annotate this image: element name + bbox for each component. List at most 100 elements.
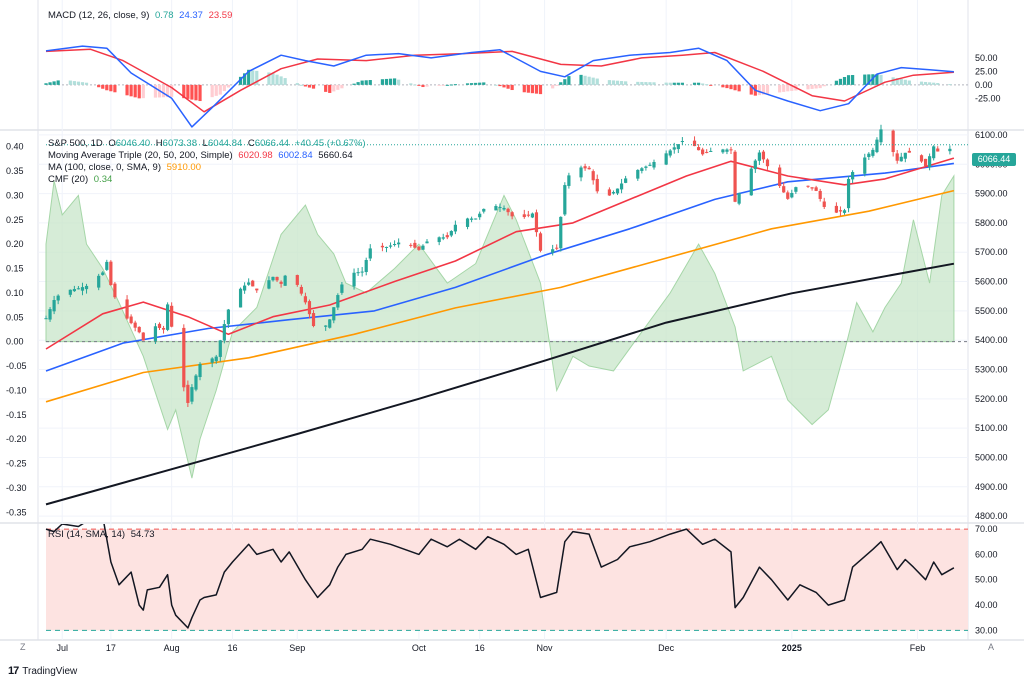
macd-histogram-bar: [113, 84, 117, 93]
price-tick-label: 4900.00: [975, 482, 1008, 492]
macd-histogram-bar: [709, 84, 713, 86]
cmf-name[interactable]: CMF (20): [48, 174, 89, 185]
macd-legend-hist: 0.78: [155, 10, 174, 21]
macd-histogram-bar: [563, 79, 567, 85]
macd-histogram-bar: [388, 78, 393, 85]
cmf-tick-label: -0.30: [6, 483, 27, 493]
macd-histogram-bar: [721, 84, 725, 88]
macd-histogram-bar: [226, 84, 230, 88]
candle-body: [226, 309, 230, 325]
macd-histogram-bar: [303, 84, 308, 87]
candle-body: [834, 205, 838, 213]
candle-body: [417, 246, 421, 250]
macd-histogram-bar: [186, 84, 190, 99]
macd-line: [45, 45, 954, 128]
macd-histogram-bar: [790, 84, 794, 91]
macd-histogram-bar: [636, 81, 640, 85]
macd-histogram-bar: [311, 84, 316, 89]
candle-body: [668, 150, 672, 156]
cmf-value: 0.34: [93, 174, 113, 185]
macd-histogram-bar: [210, 84, 214, 98]
rsi-legend-name[interactable]: RSI (14, SMA, 14): [48, 529, 126, 540]
cmf-tick-label: 0.05: [6, 312, 24, 322]
zoom-button[interactable]: Z: [20, 642, 26, 652]
macd-histogram-bar: [891, 77, 895, 85]
price-tick-label: 5100.00: [975, 423, 1008, 433]
macd-histogram-bar: [56, 80, 60, 85]
macd-histogram-bar: [932, 82, 936, 85]
candle-body: [109, 261, 113, 286]
macd-pane: [44, 45, 968, 128]
auto-scale-button[interactable]: A: [988, 642, 994, 652]
candle-body: [737, 193, 741, 204]
candle-body: [652, 161, 656, 168]
candle-body: [352, 272, 356, 287]
macd-histogram-bar: [765, 84, 770, 95]
candle-body: [676, 144, 680, 150]
candle-body: [510, 212, 514, 217]
macd-histogram-bar: [676, 82, 680, 85]
macd-histogram-bar: [786, 84, 790, 92]
cmf-tick-label: -0.15: [6, 410, 27, 420]
candle-body: [52, 300, 56, 312]
macd-histogram-bar: [834, 80, 838, 85]
candle-body: [449, 231, 453, 236]
macd-histogram-bar: [652, 82, 656, 85]
macd-histogram-bar: [567, 76, 571, 85]
macd-histogram-bar: [757, 84, 761, 96]
macd-legend-signal: 23.59: [208, 10, 233, 21]
tradingview-brand[interactable]: 17 TradingView: [8, 665, 77, 677]
macd-histogram-bar: [559, 82, 563, 85]
macd-histogram-bar: [437, 84, 441, 86]
tradingview-logo: 17: [8, 665, 19, 677]
candle-body: [644, 166, 648, 168]
candle-body: [198, 363, 202, 378]
mat-name[interactable]: Moving Average Triple (20, 50, 200, Simp…: [48, 150, 233, 161]
candle-body: [255, 288, 259, 291]
candle-body: [482, 208, 486, 212]
x-tick-label: Jul: [56, 643, 68, 653]
change-value: +40.45 (+0.67%): [294, 138, 366, 149]
rsi-tick-label: 60.00: [975, 549, 998, 559]
candle-body: [133, 322, 137, 328]
macd-histogram-bar: [247, 69, 251, 85]
macd-histogram-bar: [818, 84, 822, 89]
macd-histogram-bar: [449, 84, 453, 86]
price-legend-row-ma: MA (100, close, 0, SMA, 9) 5910.00: [48, 162, 369, 174]
macd-histogram-bar: [352, 83, 356, 85]
x-tick-label: Feb: [910, 643, 926, 653]
candle-body: [932, 146, 936, 159]
candle-body: [129, 316, 133, 324]
candle-body: [340, 284, 344, 293]
candle-body: [101, 272, 105, 275]
macd-histogram-bar: [105, 84, 109, 91]
cmf-area-fill: [45, 174, 955, 479]
candle-body: [936, 148, 940, 152]
zoom-label: Z: [20, 642, 26, 652]
symbol-label[interactable]: S&P 500, 1D: [48, 138, 103, 149]
price-legend-row-cmf: CMF (20) 0.34: [48, 174, 369, 186]
price-tick-label: 5000.00: [975, 452, 1008, 462]
candle-body: [56, 295, 60, 301]
candle-body: [182, 327, 186, 388]
ma-name[interactable]: MA (100, close, 0, SMA, 9): [48, 162, 161, 173]
macd-signal-line: [45, 48, 954, 113]
rsi-legend: RSI (14, SMA, 14) 54.73: [48, 529, 158, 541]
macd-histogram-bar: [445, 84, 449, 86]
macd-histogram-bar: [555, 84, 559, 86]
macd-histogram-bar: [842, 77, 847, 85]
candle-body: [421, 245, 425, 250]
candle-body: [190, 387, 194, 402]
macd-histogram-bar: [692, 82, 697, 85]
macd-histogram-bar: [879, 74, 883, 85]
candle-body: [563, 185, 567, 215]
price-tick-label: 5200.00: [975, 394, 1008, 404]
candle-body: [470, 218, 474, 220]
macd-histogram-bar: [806, 84, 810, 90]
cmf-tick-label: -0.35: [6, 507, 27, 517]
macd-histogram-bar: [502, 84, 506, 88]
macd-histogram-bar: [672, 82, 676, 85]
candle-body: [161, 327, 166, 330]
candle-body: [356, 272, 360, 274]
